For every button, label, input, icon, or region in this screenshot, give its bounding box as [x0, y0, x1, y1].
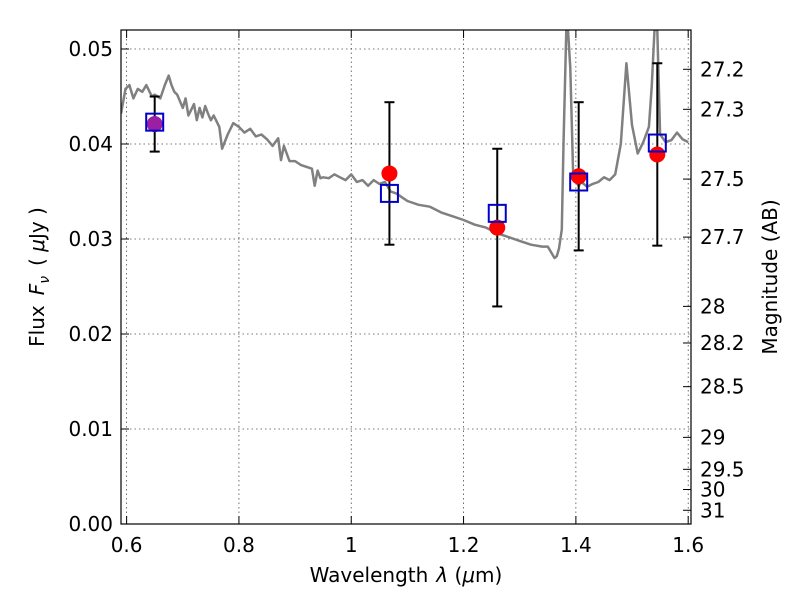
- y2-tick-label: 27.5: [700, 167, 745, 191]
- observed-flux-point: [649, 146, 666, 163]
- x-axis-label: Wavelength λ (μm): [310, 563, 503, 587]
- y2-tick-label: 30: [700, 478, 725, 502]
- y-tick-label: 0.03: [68, 227, 113, 251]
- y2-tick-label: 28.2: [700, 331, 745, 355]
- x-tick-label: 1.6: [672, 533, 704, 557]
- y2-tick-label: 31: [700, 498, 725, 522]
- sed-model-line: [121, 30, 689, 260]
- plot-area: [121, 30, 689, 308]
- model-flux-square: [487, 203, 507, 223]
- observed-flux-point: [570, 168, 587, 185]
- observed-flux-point: [146, 116, 163, 133]
- model-flux-square: [647, 133, 667, 153]
- observed-flux-point: [489, 219, 506, 236]
- x-tick-label: 1: [345, 533, 358, 557]
- model-flux-square: [569, 172, 589, 192]
- plot-frame: [120, 29, 692, 525]
- y-tick-label: 0.05: [68, 37, 113, 61]
- y2-tick-label: 28: [700, 294, 725, 318]
- grid: [121, 30, 691, 524]
- y2-tick-label: 29.5: [700, 457, 745, 481]
- y-tick-label: 0.00: [68, 512, 113, 536]
- y2-tick-label: 27.2: [700, 57, 745, 81]
- y2-tick-label: 29: [700, 425, 725, 449]
- y-tick-label: 0.04: [68, 132, 113, 156]
- ticks: [121, 30, 691, 525]
- observed-flux-point: [381, 165, 398, 182]
- y2-tick-label: 27.7: [700, 225, 745, 249]
- y2-tick-label: 27.3: [700, 97, 745, 121]
- x-tick-label: 0.6: [111, 533, 143, 557]
- x-tick-labels: 0.6 0.8 1 1.2 1.4 1.6: [111, 533, 704, 557]
- y-axis-label: FluxFν( μJy ): [25, 207, 53, 347]
- x-tick-label: 0.8: [223, 533, 255, 557]
- x-tick-label: 1.4: [560, 533, 592, 557]
- y2-tick-label: 28.5: [700, 375, 745, 399]
- y-tick-labels: 0.00 0.01 0.02 0.03 0.04 0.05: [68, 37, 113, 536]
- y2-axis-label: Magnitude (AB): [758, 199, 782, 354]
- x-tick-label: 1.2: [448, 533, 480, 557]
- y-tick-label: 0.02: [68, 322, 113, 346]
- model-flux-square: [379, 183, 399, 203]
- y-tick-label: 0.01: [68, 417, 113, 441]
- markers: [145, 112, 667, 236]
- model-flux-square: [145, 112, 165, 132]
